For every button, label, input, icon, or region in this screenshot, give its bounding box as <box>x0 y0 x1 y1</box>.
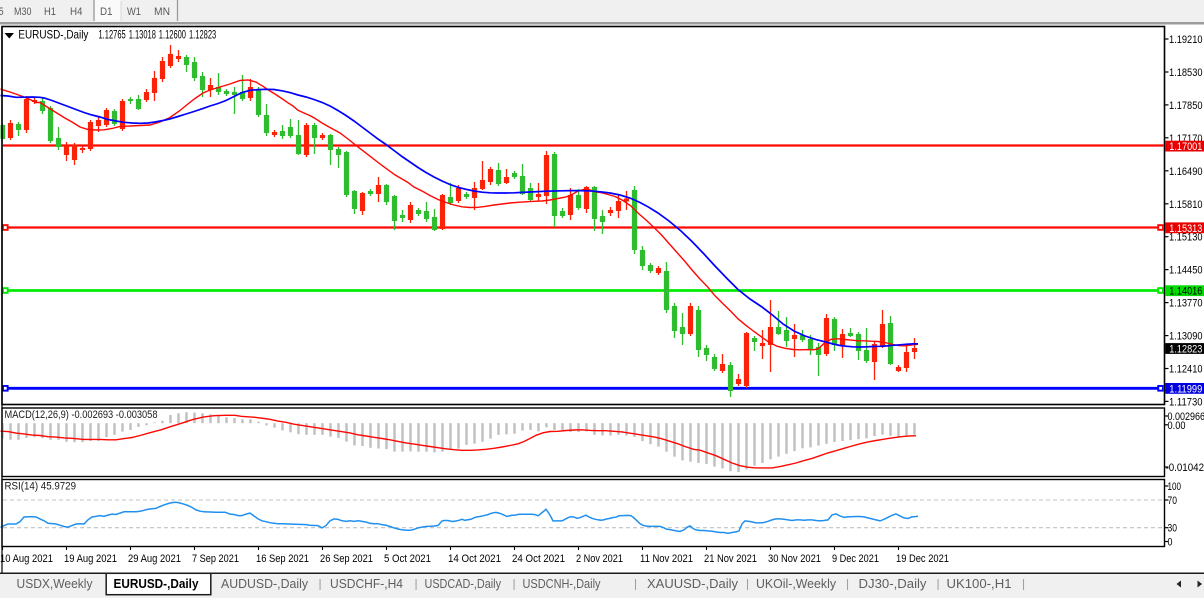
svg-text:M5: M5 <box>0 6 4 18</box>
svg-text:DJ30-,Daily: DJ30-,Daily <box>859 576 928 591</box>
svg-text:EURUSD-,Daily: EURUSD-,Daily <box>114 576 200 591</box>
svg-text:H1: H1 <box>44 6 56 18</box>
svg-text:EURUSD-,Daily: EURUSD-,Daily <box>18 28 88 42</box>
svg-text:1.12823: 1.12823 <box>189 28 216 42</box>
svg-text:|: | <box>634 577 637 591</box>
svg-text:1.12823: 1.12823 <box>1169 344 1202 356</box>
svg-text:USDCHF-,H4: USDCHF-,H4 <box>330 576 403 591</box>
svg-text:1.14450: 1.14450 <box>1169 265 1203 277</box>
svg-text:1.14016: 1.14016 <box>1169 286 1202 298</box>
svg-text:14 Oct 2021: 14 Oct 2021 <box>448 553 501 565</box>
svg-text:1.13018: 1.13018 <box>129 28 156 42</box>
svg-text:5 Oct 2021: 5 Oct 2021 <box>384 553 431 565</box>
svg-text:XAUUSD-,Daily: XAUUSD-,Daily <box>647 576 738 591</box>
svg-text:UK100-,H1: UK100-,H1 <box>947 576 1012 591</box>
svg-text:|: | <box>937 577 940 591</box>
svg-text:24 Oct 2021: 24 Oct 2021 <box>512 553 565 565</box>
svg-text:1.11999: 1.11999 <box>1169 383 1202 395</box>
svg-text:30: 30 <box>1168 523 1178 535</box>
svg-text:2 Nov 2021: 2 Nov 2021 <box>576 553 623 565</box>
svg-text:AUDUSD-,Daily: AUDUSD-,Daily <box>221 576 308 591</box>
svg-text:9 Dec 2021: 9 Dec 2021 <box>832 553 879 565</box>
svg-text:W1: W1 <box>127 6 141 18</box>
svg-text:0.00: 0.00 <box>1168 420 1186 432</box>
svg-text:16 Sep 2021: 16 Sep 2021 <box>256 553 309 565</box>
svg-text:1.11730: 1.11730 <box>1169 396 1203 408</box>
svg-text:1.17850: 1.17850 <box>1169 100 1203 112</box>
svg-text:7 Sep 2021: 7 Sep 2021 <box>192 553 239 565</box>
svg-text:|: | <box>319 577 322 591</box>
svg-text:1.12765: 1.12765 <box>99 28 126 42</box>
svg-text:1.15810: 1.15810 <box>1169 199 1203 211</box>
svg-text:0: 0 <box>1168 537 1173 549</box>
svg-text:1.19210: 1.19210 <box>1169 34 1203 46</box>
svg-text:MACD(12,26,9) -0.002693 -0.003: MACD(12,26,9) -0.002693 -0.003058 <box>5 409 158 421</box>
svg-text:|: | <box>513 577 516 591</box>
svg-text:|: | <box>846 577 849 591</box>
svg-text:0.002966: 0.002966 <box>1168 411 1204 423</box>
svg-text:1.12410: 1.12410 <box>1169 364 1203 376</box>
svg-text:10 Aug 2021: 10 Aug 2021 <box>0 553 53 565</box>
svg-text:H4: H4 <box>70 6 83 18</box>
svg-text:|: | <box>746 577 749 591</box>
svg-text:M30: M30 <box>14 6 32 18</box>
svg-text:|: | <box>1022 577 1025 591</box>
svg-text:USDX,Weekly: USDX,Weekly <box>17 576 93 591</box>
svg-text:MN: MN <box>154 6 170 18</box>
svg-text:70: 70 <box>1168 495 1178 507</box>
svg-text:29 Aug 2021: 29 Aug 2021 <box>128 553 181 565</box>
svg-text:1.15313: 1.15313 <box>1169 223 1202 235</box>
svg-text:1.17001: 1.17001 <box>1169 141 1202 153</box>
svg-text:11 Nov 2021: 11 Nov 2021 <box>640 553 693 565</box>
svg-text:19 Aug 2021: 19 Aug 2021 <box>64 553 117 565</box>
svg-text:1.18530: 1.18530 <box>1169 67 1203 79</box>
svg-text:-0.01042: -0.01042 <box>1166 462 1204 474</box>
svg-text:30 Nov 2021: 30 Nov 2021 <box>768 553 821 565</box>
svg-text:RSI(14) 45.9729: RSI(14) 45.9729 <box>5 481 77 493</box>
svg-text:21 Nov 2021: 21 Nov 2021 <box>704 553 757 565</box>
svg-text:D1: D1 <box>100 6 113 18</box>
svg-text:26 Sep 2021: 26 Sep 2021 <box>320 553 373 565</box>
svg-text:1.15130: 1.15130 <box>1169 232 1203 244</box>
svg-text:19 Dec 2021: 19 Dec 2021 <box>896 553 949 565</box>
svg-text:|: | <box>415 577 418 591</box>
svg-text:USDCAD-,Daily: USDCAD-,Daily <box>425 576 502 591</box>
svg-text:1.16490: 1.16490 <box>1169 166 1203 178</box>
svg-text:USDCNH-,Daily: USDCNH-,Daily <box>523 576 601 591</box>
svg-text:1.12600: 1.12600 <box>159 28 186 42</box>
svg-text:UKOil-,Weekly: UKOil-,Weekly <box>756 576 836 591</box>
svg-text:1.13770: 1.13770 <box>1169 298 1203 310</box>
svg-text:100: 100 <box>1168 481 1182 493</box>
svg-text:1.13090: 1.13090 <box>1169 331 1203 343</box>
